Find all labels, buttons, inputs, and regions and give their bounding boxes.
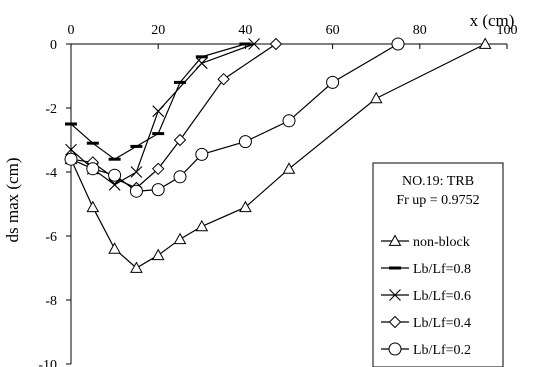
- data-point: [239, 200, 252, 213]
- series-line: [70, 43, 399, 192]
- x-tick-label: 0: [68, 23, 75, 38]
- data-point: [129, 184, 143, 198]
- data-point: [65, 143, 77, 156]
- x-tick-label: 60: [326, 23, 340, 38]
- data-point: [238, 135, 252, 149]
- x-tick-label: 100: [497, 23, 518, 38]
- legend-item: non-block: [381, 234, 470, 250]
- legend-label: Lb/Lf=0.2: [413, 343, 471, 358]
- legend-swatch-marker-stroke: [389, 289, 401, 301]
- data-point: [151, 162, 165, 176]
- x-tick-label: 20: [151, 23, 165, 38]
- legend-title: Fr up = 0.9752: [396, 193, 479, 208]
- data-point-stroke: [152, 105, 165, 118]
- data-point: [86, 162, 100, 176]
- legend-swatch-marker: [389, 289, 401, 301]
- data-point: [108, 168, 122, 182]
- data-point: [173, 232, 187, 245]
- data-point: [64, 152, 78, 166]
- y-tick-label: -6: [45, 230, 57, 245]
- legend-swatch-marker: [388, 315, 402, 329]
- axes: 0 20 40 60 80 100 0 -2 -4 -6 -8 -10 x (cm) ds max (cm…: [3, 11, 518, 367]
- data-point: [108, 242, 121, 254]
- data-point: [173, 170, 187, 184]
- legend-item: Lb/Lf=0.8: [381, 262, 471, 277]
- data-point: [152, 105, 165, 118]
- data-point: [369, 91, 383, 104]
- data-point: [282, 162, 296, 174]
- data-point-stroke: [65, 143, 77, 156]
- data-point: [86, 200, 100, 213]
- x-tick-label: 40: [238, 23, 252, 38]
- legend-title: NO.19: TRB: [402, 174, 474, 189]
- data-point-stroke: [195, 57, 208, 70]
- data-point: [195, 219, 209, 232]
- data-point: [195, 57, 208, 70]
- series-layer: [64, 37, 492, 273]
- y-tick-label: -8: [45, 294, 57, 309]
- data-point: [173, 133, 187, 147]
- data-point: [151, 248, 165, 261]
- y-tick-label: -2: [45, 102, 57, 117]
- legend-label: Lb/Lf=0.8: [413, 262, 471, 277]
- data-point-stroke: [108, 178, 121, 191]
- data-point: [195, 147, 209, 161]
- x-axis-title: x (cm): [470, 11, 515, 30]
- legend-item: Lb/Lf=0.6: [381, 289, 471, 304]
- legend: NO.19: TRB Fr up = 0.9752 non-block Lb/Lf=0…: [372, 162, 504, 367]
- y-tick-label: 0: [50, 38, 57, 53]
- data-point-stroke: [248, 38, 261, 50]
- series-4: [64, 37, 405, 198]
- legend-box: [372, 162, 504, 367]
- legend-label: Lb/Lf=0.6: [413, 289, 471, 304]
- data-point: [391, 37, 405, 51]
- legend-swatch-marker: [388, 342, 402, 356]
- data-point: [130, 166, 143, 178]
- data-point: [478, 37, 492, 49]
- series-1: [65, 42, 252, 161]
- data-point: [248, 38, 261, 50]
- y-tick-label: -4: [45, 166, 57, 181]
- data-point: [326, 75, 340, 89]
- y-axis-title: ds max (cm): [3, 158, 22, 243]
- legend-swatch-marker: [388, 234, 402, 246]
- data-point: [217, 72, 230, 86]
- y-tick-label: -10: [38, 358, 57, 367]
- legend-label: Lb/Lf=0.4: [413, 316, 471, 331]
- data-point: [282, 114, 296, 128]
- x-tick-label: 80: [413, 23, 427, 38]
- data-point: [108, 178, 121, 191]
- data-point: [269, 37, 283, 51]
- data-point: [130, 261, 143, 273]
- series-line: [70, 43, 277, 189]
- data-point: [151, 183, 165, 197]
- legend-item: Lb/Lf=0.4: [381, 315, 471, 331]
- legend-item: Lb/Lf=0.2: [381, 342, 471, 358]
- data-point-stroke: [130, 166, 143, 178]
- legend-label: non-block: [413, 235, 470, 250]
